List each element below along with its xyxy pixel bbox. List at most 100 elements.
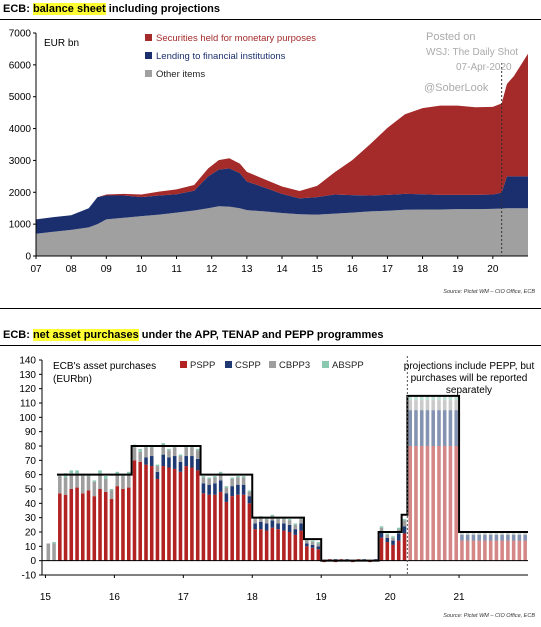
bar-cbpp3 [178,456,183,462]
bar-cspp [379,532,384,538]
bar-pspp [391,544,395,561]
bar-pspp [201,493,206,561]
bar-abspp [448,395,453,401]
bar-pspp [178,471,183,561]
bar-cspp [385,537,390,543]
legend-swatch [145,70,152,77]
bar-cspp [167,457,171,468]
asset-purchases-title: ECB: net asset purchases under the APP, … [0,326,541,346]
bar-pspp [81,493,85,561]
target-purchase-line [56,394,528,562]
bar-pspp [63,494,68,561]
legend-swatch [145,34,152,41]
bar-cspp [425,410,430,446]
bar-cspp [287,524,292,532]
source-note: Source: Pictet WM – CIO Office, ECB [443,613,535,619]
bar-abspp [425,395,430,401]
bar-pspp [402,533,407,561]
legend-label: Securities held for monetary purposes [156,33,316,44]
bar-abspp [69,470,74,474]
bar-cbpp3 [236,477,240,485]
bar-cbpp3 [155,466,160,472]
bar-cbpp3 [408,400,413,411]
bar-cbpp3 [69,473,74,489]
bar-cbpp3 [454,400,458,411]
bar-cspp [259,521,263,530]
bar-cbpp3 [230,478,234,487]
legend-label: CSPP [235,360,261,371]
bar-cspp [442,410,447,446]
bar-pspp [276,529,280,561]
bar-cbpp3 [161,444,166,455]
y-tick-label: 130 [19,370,36,381]
bar-cspp [310,544,315,548]
bar-pspp [425,446,430,561]
bar-cspp [391,540,395,545]
bar-abspp [92,480,97,482]
bar-cbpp3 [448,400,453,411]
bar-cbpp3 [437,400,441,411]
bar-cspp [402,526,407,534]
annotation-line-1: projections include PEPP, but [404,361,535,372]
x-tick-label: 09 [101,264,113,275]
x-tick-label: 13 [241,264,253,275]
watermark-handle: @SoberLook [424,82,489,94]
bar-abspp [236,476,240,478]
bar-cbpp3 [52,543,56,561]
bar-cbpp3 [259,517,263,522]
bar-cspp [448,410,453,446]
bar-cspp [282,523,286,531]
legend-label: CBPP3 [279,360,310,371]
bar-pspp [115,486,120,561]
area-lending-to-financial-institutions [36,168,528,234]
bar-abspp [207,477,211,479]
bar-pspp [155,478,160,561]
bar-pspp [310,547,315,561]
bar-abspp [442,395,447,401]
bar-abspp [396,527,401,530]
balance-sheet-title: ECB: balance sheet including projections [0,0,541,20]
bar-pspp [149,466,154,561]
y-tick-label: 30 [25,513,37,524]
bar-abspp [247,490,252,492]
bar-pspp [75,487,79,561]
legend-swatch [145,52,152,59]
bar-cspp [299,523,303,531]
bar-cspp [172,456,177,469]
bar-cspp [190,456,194,468]
title-highlight: balance sheet [32,3,106,15]
x-tick-label: 17 [178,592,190,603]
bar-cbpp3 [126,474,131,488]
bar-abspp [230,477,234,479]
y-tick-label: -10 [22,571,37,582]
bar-abspp [161,443,166,445]
annotation-line-2: purchases will be reported [411,373,528,384]
bar-cbpp3 [184,447,188,457]
bar-cbpp3 [81,476,85,494]
bar-pspp [419,446,424,561]
bar-cbpp3 [195,450,200,459]
legend-swatch [225,361,232,368]
bar-cspp [454,410,458,446]
bar-pspp [293,534,298,561]
bar-cbpp3 [207,478,211,485]
bar-pspp [385,542,390,561]
bar-cspp [437,410,441,446]
bar-cbpp3 [103,478,108,492]
area-securities-held-for-monetary-purposes [36,53,528,220]
bar-cbpp3 [58,476,62,494]
title-suffix: including projections [108,3,221,15]
bar-pspp [132,460,137,561]
y-tick-label: 110 [20,399,36,410]
legend-swatch [322,361,329,368]
bar-cbpp3 [213,477,217,484]
bar-cbpp3 [494,533,499,535]
bar-cbpp3 [310,542,315,545]
bar-cspp [184,456,188,467]
bar-pspp [58,493,62,561]
bar-cbpp3 [115,474,120,487]
bar-pspp [500,540,504,561]
bar-cbpp3 [109,490,114,500]
bar-abspp [310,540,315,543]
bar-abspp [98,470,102,474]
